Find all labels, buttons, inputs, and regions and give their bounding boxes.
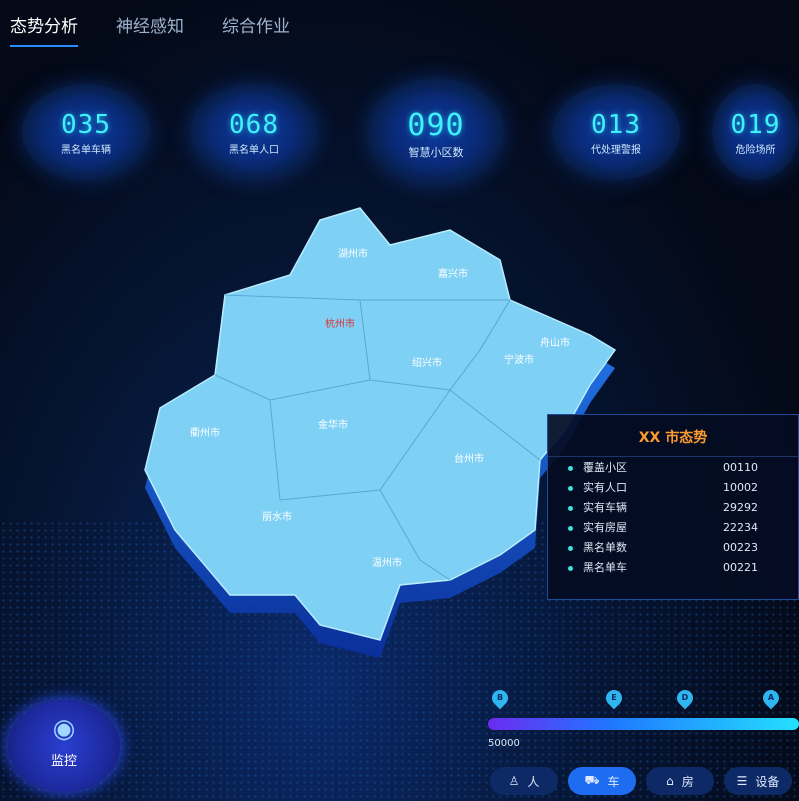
city-label-lishui[interactable]: 丽水市 [262,510,292,523]
filter-label: 设备 [755,774,780,789]
row-value: 00223 [723,540,758,554]
stat-label: 智慧小区数 [408,146,464,159]
row-label: 实有房屋 [568,519,627,535]
row-value: 10002 [723,480,758,494]
stat-value: 035 [61,110,111,140]
filter-car-button[interactable]: ⛟ 车 [568,767,636,795]
city-label-jiaxing[interactable]: 嘉兴市 [438,267,468,280]
person-icon: ♙ [508,774,520,788]
top-tabs: 态势分析 神经感知 综合作业 [10,12,290,47]
map-surface [144,207,617,641]
tab-operations[interactable]: 综合作业 [222,17,290,37]
stat-blacklist-people: 068 黑名单人口 [190,84,318,180]
filter-buttons: ♙ 人 ⛟ 车 ⌂ 房 ☰ 设备 [490,767,792,795]
stat-blacklist-vehicles: 035 黑名单车辆 [22,84,150,180]
tab-situation[interactable]: 态势分析 [10,12,78,47]
monitor-button[interactable]: ◉ 监控 [8,700,120,792]
city-label-taizhou[interactable]: 台州市 [454,452,484,465]
panel-row: 实有人口 10002 [548,477,798,497]
row-label: 实有人口 [568,479,627,495]
stat-pending-alerts: 013 代处理警报 [552,84,680,180]
filter-label: 房 [681,774,694,789]
city-label-quzhou[interactable]: 衢州市 [190,426,220,439]
monitor-label: 监控 [50,754,77,769]
stat-label: 危险场所 [735,145,776,156]
panel-title: XX 市态势 [548,427,798,457]
filter-label: 人 [527,774,540,789]
panel-row: 实有车辆 29292 [548,497,798,517]
house-icon: ⌂ [666,774,674,788]
city-label-zhoushan[interactable]: 舟山市 [540,336,570,349]
stat-value: 090 [407,108,465,143]
city-borders [214,294,541,581]
eye-icon: ◉ [52,714,76,744]
marker-label: D [681,693,689,702]
city-label-wenzhou[interactable]: 温州市 [372,556,402,569]
panel-row: 覆盖小区 00110 [548,457,798,477]
stat-label: 代处理警报 [591,145,641,156]
device-icon: ☰ [736,774,748,788]
timeline-marker-b[interactable]: B [488,686,512,710]
stat-value: 068 [229,110,279,140]
city-label-hangzhou[interactable]: 杭州市 [325,317,355,330]
panel-row: 黑名单车 00221 [548,557,798,577]
timeline-marker-d[interactable]: D [673,686,697,710]
car-icon: ⛟ [584,773,600,787]
filter-device-button[interactable]: ☰ 设备 [724,767,792,795]
row-label: 黑名单数 [568,539,627,555]
stat-value: 019 [730,110,781,140]
row-value: 29292 [723,500,758,514]
marker-label: A [767,693,775,702]
row-label: 实有车辆 [568,499,627,515]
marker-label: E [611,693,617,702]
row-value: 22234 [723,520,758,534]
timeline-marker-a[interactable]: A [759,686,783,710]
filter-house-button[interactable]: ⌂ 房 [646,767,714,795]
row-value: 00221 [723,560,758,574]
stat-label: 黑名单车辆 [61,145,111,156]
panel-row: 实有房屋 22234 [548,517,798,537]
timeline-start-label: 50000 [488,738,520,749]
stat-smart-communities: 090 智慧小区数 [368,78,504,186]
row-label: 覆盖小区 [568,459,627,475]
row-label: 黑名单车 [568,559,627,575]
stat-label: 黑名单人口 [229,145,279,156]
city-label-jinhua[interactable]: 金华市 [318,418,348,431]
row-value: 00110 [723,460,758,474]
marker-label: B [496,693,504,702]
city-label-huzhou[interactable]: 湖州市 [338,247,368,260]
filter-person-button[interactable]: ♙ 人 [490,767,558,795]
province-map[interactable]: 湖州市 嘉兴市 杭州市 舟山市 绍兴市 宁波市 衢州市 金华市 台州市 丽水市 … [120,200,630,670]
city-label-ningbo[interactable]: 宁波市 [504,353,534,366]
panel-row: 黑名单数 00223 [548,537,798,557]
filter-label: 车 [607,774,620,789]
stat-danger-sites: 019 危险场所 [712,84,799,180]
city-label-shaoxing[interactable]: 绍兴市 [412,356,442,369]
timeline-slider[interactable] [488,718,799,730]
timeline-marker-e[interactable]: E [602,686,626,710]
stat-value: 013 [591,110,641,140]
city-situation-panel: XX 市态势 覆盖小区 00110 实有人口 10002 实有车辆 29292 实有房… [547,414,799,600]
tab-perception[interactable]: 神经感知 [116,17,184,37]
